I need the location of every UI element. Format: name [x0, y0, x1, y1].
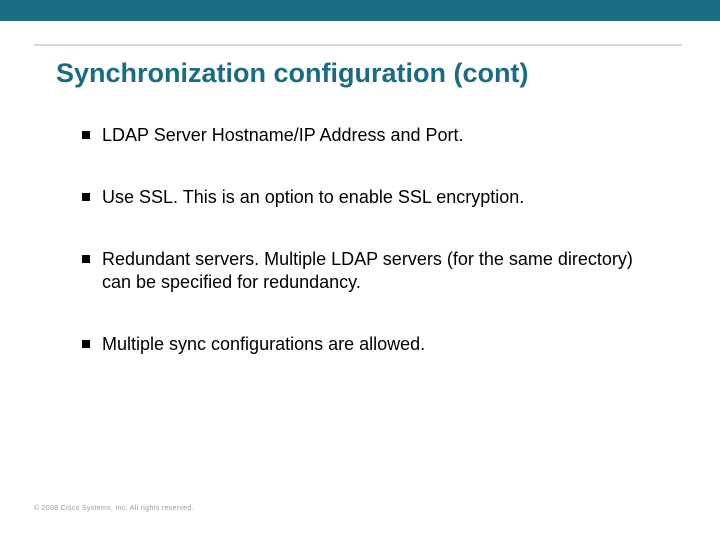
bullet-marker-icon: [82, 340, 90, 348]
bullet-text: Use SSL. This is an option to enable SSL…: [102, 186, 524, 209]
bullet-text: Multiple sync configurations are allowed…: [102, 333, 425, 356]
bullet-list: LDAP Server Hostname/IP Address and Port…: [82, 0, 662, 540]
copyright-footer: © 2008 Cisco Systems, Inc. All rights re…: [34, 505, 194, 512]
bullet-marker-icon: [82, 193, 90, 201]
bullet-item: Use SSL. This is an option to enable SSL…: [82, 186, 524, 209]
bullet-text: Redundant servers. Multiple LDAP servers…: [102, 248, 662, 293]
bullet-item: Multiple sync configurations are allowed…: [82, 333, 425, 356]
bullet-item: Redundant servers. Multiple LDAP servers…: [82, 248, 662, 293]
bullet-marker-icon: [82, 131, 90, 139]
bullet-marker-icon: [82, 255, 90, 263]
bullet-item: LDAP Server Hostname/IP Address and Port…: [82, 124, 464, 147]
bullet-text: LDAP Server Hostname/IP Address and Port…: [102, 124, 464, 147]
